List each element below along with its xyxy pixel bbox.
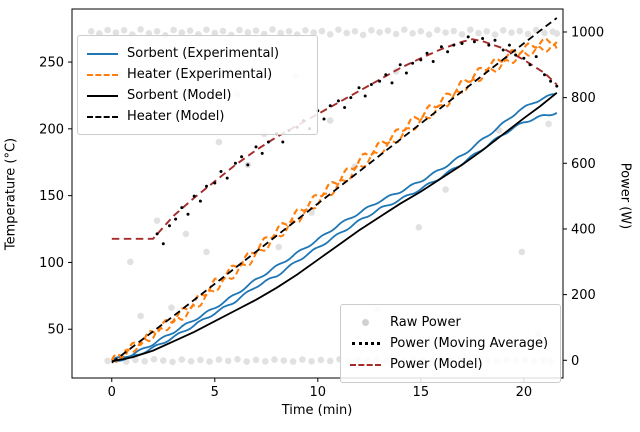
legend-item-heater-model: Heater (Model) (87, 106, 307, 127)
sorbent-model-line-icon (87, 94, 118, 97)
y-left-tick-label: 50 (47, 323, 64, 338)
legend-temperature: Sorbent (Experimental) Heater (Experimen… (77, 35, 318, 135)
y-left-tick-label: 150 (39, 189, 64, 204)
legend-label: Raw Power (390, 315, 461, 330)
power-model-line-icon (350, 363, 381, 366)
x-tick-label: 5 (211, 385, 219, 400)
series-heater_experimental_1 (110, 37, 558, 361)
y-right-tick-label: 800 (571, 91, 596, 106)
y-left-axis-title: Temperature (°C) (3, 137, 19, 251)
legend-label: Power (Model) (390, 357, 483, 372)
series-sorbent_model (111, 92, 558, 363)
legend-item-raw-power: Raw Power (350, 312, 550, 333)
legend-label: Sorbent (Experimental) (127, 46, 280, 61)
legend-label: Sorbent (Model) (127, 88, 232, 103)
series-power_moving_average (155, 35, 559, 246)
raw-power-dot-icon (350, 319, 381, 326)
y-left-tick-label: 100 (39, 256, 64, 271)
y-right-tick-label: 400 (571, 222, 596, 237)
heater-experimental-line-icon (87, 73, 118, 76)
y-right-tick-label: 1000 (571, 25, 604, 40)
series-heater_model (111, 17, 558, 364)
legend-item-sorbent-experimental: Sorbent (Experimental) (87, 43, 307, 64)
series-power_model (111, 38, 558, 240)
x-axis-title: Time (min) (281, 403, 353, 418)
legend-power: Raw Power Power (Moving Average) Power (… (340, 304, 561, 383)
y-right-axis-title: Power (W) (617, 162, 633, 230)
x-tick-label: 0 (108, 385, 116, 400)
power-moving-average-line-icon (350, 342, 381, 345)
legend-item-heater-experimental: Heater (Experimental) (87, 64, 307, 85)
x-tick-label: 10 (310, 385, 327, 400)
legend-item-power-moving-average: Power (Moving Average) (350, 333, 550, 354)
legend-label: Power (Moving Average) (390, 336, 549, 351)
heater-model-line-icon (87, 115, 118, 118)
y-right-tick-label: 600 (571, 157, 596, 172)
y-left-tick-label: 250 (39, 56, 64, 71)
legend-label: Heater (Experimental) (127, 67, 273, 82)
axis-ticks: 0 5 10 15 20 50 100 150 200 250 0 200 400 600 800 1000 (39, 25, 604, 400)
y-right-tick-label: 0 (571, 354, 579, 369)
legend-label: Heater (Model) (127, 109, 225, 124)
sorbent-experimental-line-icon (87, 52, 118, 55)
x-tick-label: 15 (413, 385, 430, 400)
y-left-tick-label: 200 (39, 122, 64, 137)
x-tick-label: 20 (516, 385, 533, 400)
y-right-tick-label: 200 (571, 288, 596, 303)
series-sorbent_experimental_1 (111, 92, 558, 361)
legend-item-sorbent-model: Sorbent (Model) (87, 85, 307, 106)
legend-item-power-model: Power (Model) (350, 354, 550, 375)
